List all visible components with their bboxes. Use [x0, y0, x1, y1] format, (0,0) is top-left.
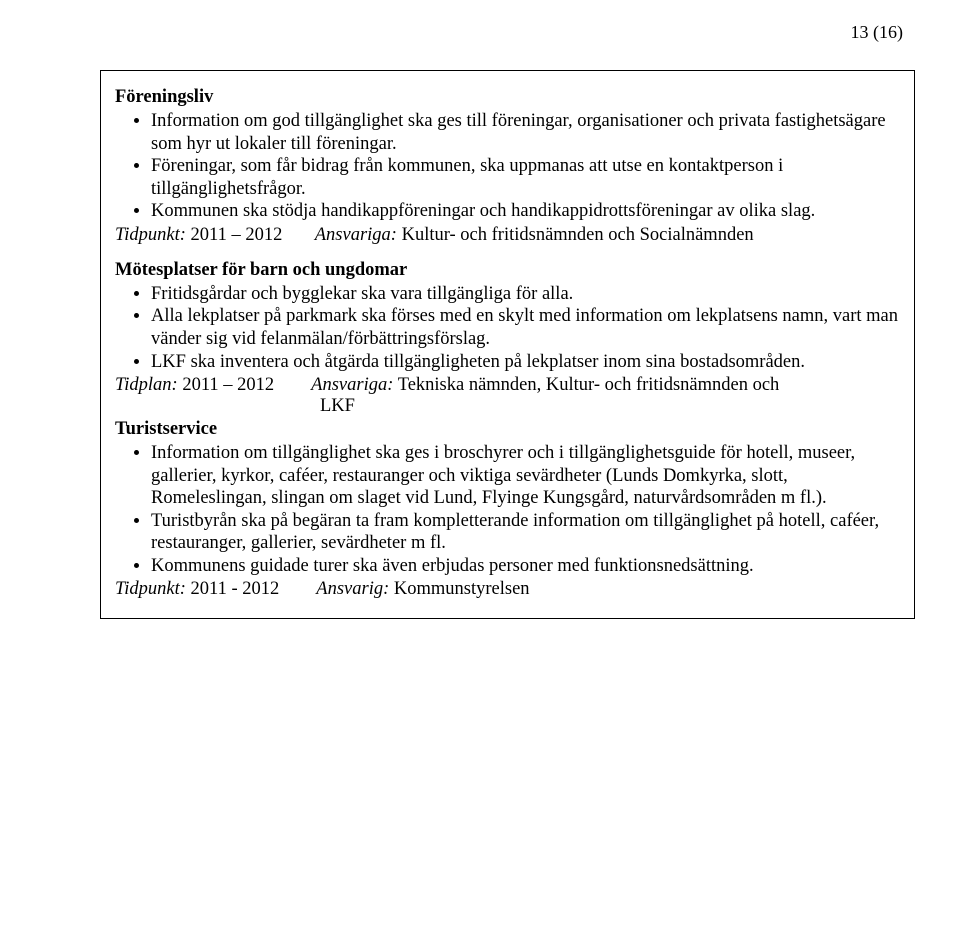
tidpunkt-label: Tidpunkt:	[115, 225, 186, 245]
section-title-foreningsliv: Föreningsliv	[115, 87, 900, 108]
list-item: Kommunen ska stödja handikappföreningar …	[151, 200, 900, 223]
tidpunkt-value: 2011 - 2012	[191, 579, 280, 599]
section-title-motesplatser: Mötesplatser för barn och ungdomar	[115, 260, 900, 281]
list-item: Information om tillgänglighet ska ges i …	[151, 442, 900, 510]
tidpunkt-value: 2011 – 2012	[191, 225, 283, 245]
tidpunkt-label: Tidpunkt:	[115, 579, 186, 599]
ansvariga-value-line2: LKF	[115, 396, 355, 417]
bullet-list-foreningsliv: Information om god tillgänglighet ska ge…	[115, 110, 900, 223]
document-page: 13 (16) Föreningsliv Information om god …	[0, 0, 959, 936]
meta-line-turistservice: Tidpunkt: 2011 - 2012 Ansvarig: Kommunst…	[115, 579, 900, 600]
tidplan-value: 2011 – 2012	[182, 375, 274, 395]
ansvariga-label: Ansvariga:	[311, 375, 393, 395]
section-title-turistservice: Turistservice	[115, 419, 900, 440]
bullet-list-motesplatser: Fritidsgårdar och bygglekar ska vara til…	[115, 283, 900, 373]
list-item: Turistbyrån ska på begäran ta fram kompl…	[151, 510, 900, 555]
ansvarig-value: Kommunstyrelsen	[394, 579, 530, 599]
list-item: Fritidsgårdar och bygglekar ska vara til…	[151, 283, 900, 306]
tidplan-label: Tidplan:	[115, 375, 178, 395]
list-item: Information om god tillgänglighet ska ge…	[151, 110, 900, 155]
ansvariga-value: Tekniska nämnden, Kultur- och fritidsnäm…	[398, 375, 780, 395]
meta-line-foreningsliv: Tidpunkt: 2011 – 2012 Ansvariga: Kultur-…	[115, 225, 900, 246]
list-item: Kommunens guidade turer ska även erbjuda…	[151, 555, 900, 578]
list-item: LKF ska inventera och åtgärda tillgängli…	[151, 351, 900, 374]
content-box: Föreningsliv Information om god tillgäng…	[100, 70, 915, 619]
page-number: 13 (16)	[851, 22, 904, 43]
list-item: Alla lekplatser på parkmark ska förses m…	[151, 305, 900, 350]
meta-line-motesplatser: Tidplan: 2011 – 2012 Ansvariga: Tekniska…	[115, 375, 900, 396]
ansvariga-value: Kultur- och fritidsnämnden och Socialnäm…	[402, 225, 754, 245]
ansvarig-label: Ansvarig:	[316, 579, 389, 599]
list-item: Föreningar, som får bidrag från kommunen…	[151, 155, 900, 200]
bullet-list-turistservice: Information om tillgänglighet ska ges i …	[115, 442, 900, 577]
ansvariga-label: Ansvariga:	[315, 225, 397, 245]
